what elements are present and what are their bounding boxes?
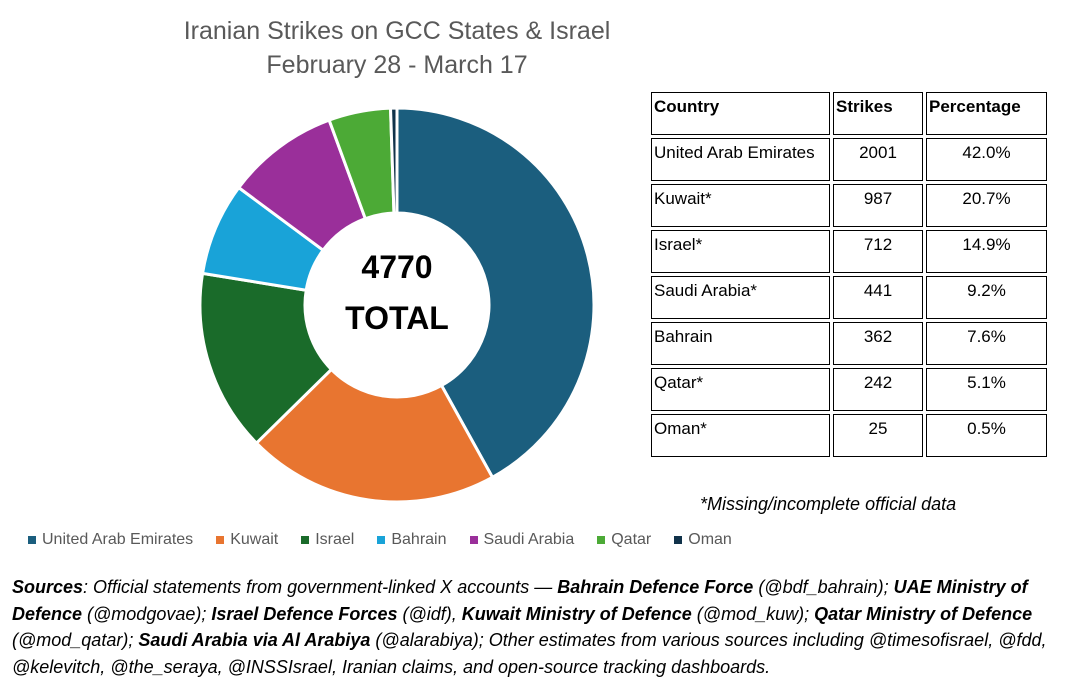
table-row: Saudi Arabia* 441 9.2%	[651, 276, 1047, 319]
table-row: Bahrain 362 7.6%	[651, 322, 1047, 365]
table-cell: 2001	[833, 138, 923, 181]
source-text: (@idf),	[397, 603, 462, 624]
legend-label: Bahrain	[391, 531, 447, 548]
legend-swatch	[377, 536, 386, 544]
legend-item: Oman	[674, 531, 732, 549]
source-text: (@modgovae);	[82, 603, 212, 624]
table-cell: 5.1%	[926, 368, 1047, 411]
legend-label: Oman	[688, 531, 732, 548]
table-cell: Israel*	[651, 230, 830, 273]
table-cell: Oman*	[651, 414, 830, 457]
source-name: Sources	[12, 577, 84, 597]
footnote: *Missing/incomplete official data	[700, 494, 957, 514]
legend-item: Bahrain	[377, 531, 447, 549]
donut-chart: 4770 TOTAL	[198, 106, 596, 504]
legend-label: Saudi Arabia	[483, 531, 575, 548]
table-cell: 987	[833, 184, 923, 227]
legend-item: Israel	[301, 531, 354, 549]
center-total-label: TOTAL	[345, 300, 449, 336]
strikes-table: Country Strikes Percentage United Arab Emir…	[648, 89, 1050, 460]
table-cell: 25	[833, 414, 923, 457]
donut-slice-kuwait	[254, 367, 495, 504]
source-text: (@bdf_bahrain);	[753, 577, 894, 597]
table-cell: United Arab Emirates	[651, 138, 830, 181]
table-row: Kuwait* 987 20.7%	[651, 184, 1047, 227]
chart-legend: United Arab Emirates Kuwait Israel Bahrain S…	[28, 531, 755, 549]
table-cell: Bahrain	[651, 322, 830, 365]
table-row: Oman* 25 0.5%	[651, 414, 1047, 457]
donut-slice-israel	[198, 271, 334, 446]
source-text: (@mod_kuw);	[691, 603, 815, 624]
table-cell: 0.5%	[926, 414, 1047, 457]
table-cell: 20.7%	[926, 184, 1047, 227]
source-name: Qatar Ministry of Defence	[814, 603, 1033, 624]
source-name: Saudi Arabia via Al Arabiya	[138, 630, 371, 650]
donut-slice-united-arab-emirates	[395, 106, 596, 480]
legend-swatch	[28, 536, 36, 544]
table-cell: 441	[833, 276, 923, 319]
table-row: Qatar* 242 5.1%	[651, 368, 1047, 411]
table-row: Israel* 712 14.9%	[651, 230, 1047, 273]
table-cell: Kuwait*	[651, 184, 830, 227]
table-cell: Qatar*	[651, 368, 830, 411]
legend-label: United Arab Emirates	[42, 531, 194, 548]
legend-swatch	[216, 536, 225, 544]
table-cell: 7.6%	[926, 322, 1047, 365]
legend-item: United Arab Emirates	[28, 531, 193, 549]
donut-slice-oman	[388, 106, 399, 215]
legend-item: Kuwait	[216, 531, 278, 549]
legend-swatch	[469, 536, 478, 544]
source-name: Kuwait Ministry of Defence	[461, 603, 692, 624]
source-text: (@alarabiya); Other estimates from vario…	[12, 630, 1047, 677]
legend-swatch	[301, 536, 310, 544]
legend-label: Qatar	[611, 531, 652, 548]
table-cell: 712	[833, 230, 923, 273]
table-header-row: Country Strikes Percentage	[651, 92, 1047, 135]
source-name: UAE Ministry of Defence	[12, 577, 1028, 624]
chart-title-block: Iranian Strikes on GCC States & Israel F…	[120, 14, 674, 82]
chart-subtitle: February 28 - March 17	[266, 51, 528, 79]
table-cell: Strikes	[833, 92, 923, 135]
table-cell: 9.2%	[926, 276, 1047, 319]
table-cell: Saudi Arabia*	[651, 276, 830, 319]
donut-slices	[198, 106, 596, 504]
legend-label: Israel	[315, 531, 355, 548]
source-text: (@mod_qatar);	[12, 630, 139, 650]
legend-swatch	[597, 536, 606, 544]
table-cell: Country	[651, 92, 830, 135]
center-total-value: 4770	[361, 249, 432, 285]
table-row: United Arab Emirates 2001 42.0%	[651, 138, 1047, 181]
source-name: Israel Defence Forces	[211, 603, 398, 624]
legend-item: Qatar	[597, 531, 651, 549]
legend-swatch	[674, 536, 683, 544]
table-cell: Percentage	[926, 92, 1047, 135]
source-text: : Official statements from government-li…	[83, 577, 558, 597]
sources-text: Sources: Official statements from govern…	[12, 574, 1078, 680]
legend-item: Saudi Arabia	[469, 531, 575, 549]
chart-title: Iranian Strikes on GCC States & Israel	[183, 17, 611, 45]
table-cell: 242	[833, 368, 923, 411]
table-cell: 42.0%	[926, 138, 1047, 181]
source-name: Bahrain Defence Force	[557, 577, 754, 597]
table-cell: 362	[833, 322, 923, 365]
legend-label: Kuwait	[230, 531, 279, 548]
table-cell: 14.9%	[926, 230, 1047, 273]
